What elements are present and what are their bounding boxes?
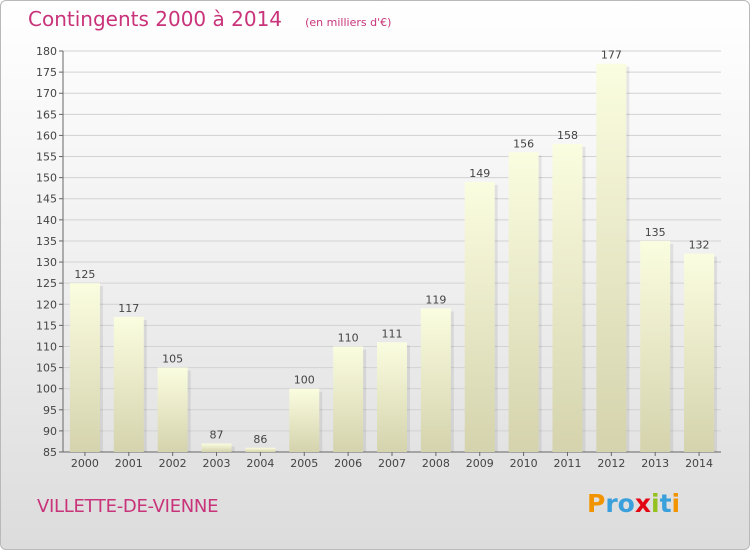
x-tick-label: 2009: [466, 457, 494, 470]
x-tick-label: 2014: [685, 457, 713, 470]
y-tick-label: 125: [36, 277, 57, 290]
bar: [333, 346, 364, 452]
x-tick-label: 2005: [290, 457, 318, 470]
logo-letter: i: [671, 489, 681, 518]
data-label: 149: [469, 167, 490, 180]
y-tick-label: 100: [36, 383, 57, 396]
commune-name: VILLETTE-DE-VIENNE: [37, 496, 219, 517]
y-tick-label: 130: [36, 256, 57, 269]
proxiti-logo[interactable]: Proxiti: [587, 489, 680, 518]
logo-letter: i: [651, 489, 660, 518]
bar: [157, 367, 188, 452]
chart-subtitle: (en milliers d'€): [305, 16, 392, 29]
x-tick-label: 2006: [334, 457, 362, 470]
y-tick-label: 85: [43, 446, 57, 459]
y-tick-label: 140: [36, 214, 57, 227]
y-tick-label: 105: [36, 362, 57, 375]
bar: [640, 240, 671, 452]
y-tick-label: 90: [43, 425, 57, 438]
data-label: 158: [557, 129, 578, 142]
data-label: 105: [162, 353, 183, 366]
logo-letter: x: [634, 489, 651, 518]
chart-title: Contingents 2000 à 2014: [28, 7, 283, 31]
data-label: 125: [74, 268, 95, 281]
bar: [552, 143, 583, 452]
y-tick-label: 155: [36, 151, 57, 164]
x-tick-label: 2003: [203, 457, 231, 470]
x-tick-label: 2004: [246, 457, 274, 470]
bar: [201, 443, 232, 452]
x-tick-label: 2013: [641, 457, 669, 470]
y-tick-label: 175: [36, 66, 57, 79]
y-tick-label: 135: [36, 235, 57, 248]
data-label: 87: [210, 429, 224, 442]
bar: [69, 283, 100, 452]
logo-letter: P: [587, 489, 606, 518]
data-label: 110: [338, 331, 359, 344]
x-tick-label: 2002: [159, 457, 187, 470]
x-tick-label: 2012: [597, 457, 625, 470]
y-tick-label: 150: [36, 172, 57, 185]
logo-letter: o: [617, 489, 635, 518]
bar: [508, 152, 539, 452]
data-label: 119: [425, 293, 446, 306]
data-label: 135: [645, 226, 666, 239]
x-tick-label: 2011: [553, 457, 581, 470]
bar: [377, 342, 407, 452]
data-label: 100: [294, 374, 315, 387]
y-tick-label: 170: [36, 87, 57, 100]
data-label: 132: [689, 239, 710, 252]
bar: [464, 181, 495, 452]
bar: [113, 316, 144, 452]
y-tick-label: 160: [36, 129, 57, 142]
logo-letter: r: [605, 489, 618, 518]
y-tick-label: 180: [36, 45, 57, 58]
y-tick-label: 110: [36, 340, 57, 353]
x-tick-label: 2010: [510, 457, 538, 470]
bar: [596, 63, 627, 453]
data-label: 111: [382, 327, 403, 340]
data-label: 177: [601, 49, 622, 62]
data-label: 156: [513, 137, 534, 150]
x-tick-label: 2007: [378, 457, 406, 470]
y-tick-label: 165: [36, 108, 57, 121]
bar: [289, 388, 320, 452]
x-tick-label: 2000: [71, 457, 99, 470]
bar: [684, 253, 715, 452]
data-label: 117: [118, 302, 139, 315]
x-tick-label: 2008: [422, 457, 450, 470]
y-tick-label: 145: [36, 193, 57, 206]
bar: [245, 447, 276, 452]
y-tick-label: 95: [43, 404, 57, 417]
y-tick-label: 115: [36, 319, 57, 332]
bar: [420, 308, 451, 452]
logo-letter: t: [659, 489, 672, 518]
data-label: 86: [253, 433, 267, 446]
y-tick-label: 120: [36, 298, 57, 311]
x-tick-label: 2001: [115, 457, 143, 470]
chart-header: Contingents 2000 à 2014 (en milliers d'€…: [28, 7, 391, 31]
